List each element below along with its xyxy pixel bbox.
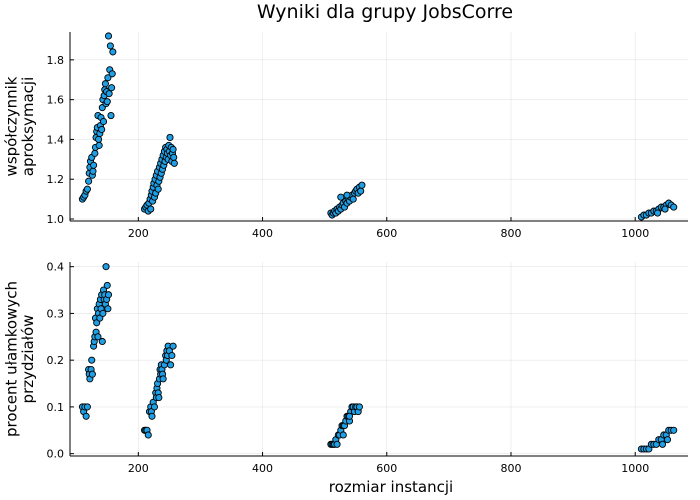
data-point [166,133,174,141]
x-tick-label: 400 [252,227,273,240]
data-point [98,337,106,346]
data-point [99,309,107,317]
data-point [355,403,363,411]
y-tick-label: 1.6 [47,94,65,107]
y-axis-label: współczynnikaproksymacji [3,76,38,176]
data-point [104,305,112,313]
data-point [109,48,117,56]
data-point [85,177,93,185]
data-point [339,431,347,439]
data-point [95,135,103,143]
panel-bottom: 200 400 600 800 1000 0.0 0.1 0.2 0.3 0.4 procent u… [3,261,688,496]
data-point [91,149,99,157]
chart-title: Wyniki dla grupy JobsCorre [257,1,513,23]
x-tick-label: 200 [128,227,149,240]
x-tick-label: 400 [252,462,273,475]
data-point [99,117,108,126]
data-point [89,167,97,175]
y-tick-label: 0.2 [47,354,65,367]
data-point [663,436,672,444]
y-axis-label-line: aproksymacji [19,77,37,177]
data-point [670,203,678,211]
x-tick-label: 1000 [621,462,649,475]
y-tick-label: 1.4 [47,133,65,146]
data-point [159,375,167,383]
data-point [169,145,177,153]
data-point [103,98,111,106]
data-point [670,426,678,434]
data-point [150,403,159,411]
y-axis-label: procent ułamkowychprzydziałów [3,281,38,437]
data-point [108,84,116,92]
data-point [107,112,115,120]
data-point [168,351,176,360]
x-tick-label: 1000 [621,227,649,240]
data-point [169,342,177,350]
data-point [167,361,175,369]
data-point [106,42,114,50]
x-axis-label: rozmiar instancji [329,478,453,496]
x-tick-label: 200 [128,462,149,475]
data-point [88,356,96,364]
y-tick-label: 1.0 [47,213,65,226]
data-point [349,195,357,203]
data-point [345,412,354,420]
data-point [170,159,178,167]
data-point [94,333,102,341]
x-tick-label: 600 [376,462,397,475]
data-point [357,187,365,195]
data-point [90,161,98,169]
data-point [144,431,152,439]
data-point [102,263,110,271]
data-point [343,191,351,199]
data-point [333,440,341,448]
y-axis-label-line: przydziałów [19,315,37,404]
data-point [101,80,109,88]
data-point [82,412,90,420]
data-point [95,141,103,149]
data-point [104,291,113,299]
y-axis-label-line: współczynnik [3,76,21,176]
data-point [654,209,662,217]
data-point [83,185,91,193]
data-points [78,32,678,221]
x-tick-label: 800 [500,462,521,475]
data-point [155,394,163,402]
data-point [88,370,96,378]
y-tick-label: 0.0 [47,448,65,461]
data-point [98,125,106,134]
data-point [358,181,366,189]
y-tick-label: 0.1 [47,401,65,414]
y-axis-label-line: procent ułamkowych [3,281,21,437]
data-point [104,74,112,82]
y-tick-label: 1.8 [47,54,65,67]
y-tick-label: 0.3 [47,307,65,320]
data-point [147,205,155,213]
panel-top: 200 400 600 800 1000 1.0 1.2 1.4 1.6 1.8 współczyn… [3,32,688,240]
data-point [108,70,116,78]
data-point [148,412,156,420]
data-point [661,205,669,213]
data-point [154,185,162,193]
y-tick-label: 0.4 [47,261,65,274]
data-point [105,90,113,98]
data-point [83,403,91,411]
data-point [337,193,345,201]
data-point [104,32,113,40]
x-tick-label: 600 [376,227,397,240]
x-tick-label: 800 [500,227,521,240]
data-point [170,153,178,161]
y-tick-label: 1.2 [47,173,65,186]
data-point [103,281,111,289]
data-point [658,440,667,448]
data-points [78,263,678,453]
